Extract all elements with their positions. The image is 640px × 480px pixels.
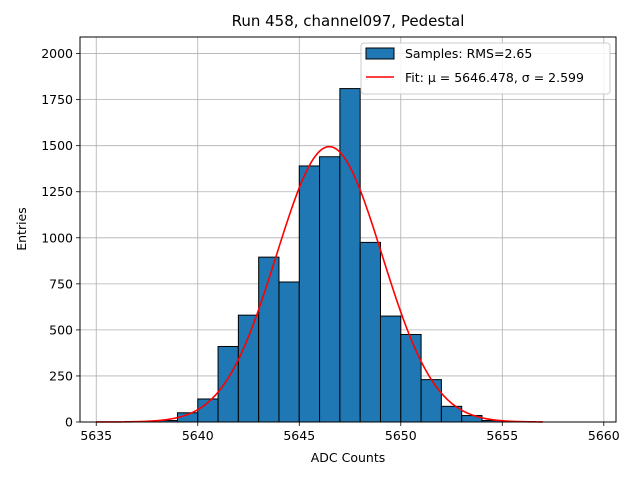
legend: Samples: RMS=2.65 Fit: μ = 5646.478, σ =… — [360, 42, 611, 95]
histogram-bars — [156, 88, 503, 423]
histogram-bar — [258, 256, 280, 423]
x-tick-label: 5645 — [283, 428, 315, 443]
legend-label-fit: Fit: μ = 5646.478, σ = 2.599 — [405, 70, 584, 85]
y-tick-label: 1000 — [41, 230, 73, 245]
x-tick-label: 5650 — [385, 428, 417, 443]
histogram-bar — [298, 165, 321, 423]
x-tick-label: 5655 — [486, 428, 518, 443]
plot-frame — [79, 36, 617, 423]
x-tick-label: 5635 — [80, 428, 112, 443]
legend-label-samples: Samples: RMS=2.65 — [405, 46, 532, 61]
histogram-bar — [278, 281, 300, 423]
y-ticks: 0 250 500 750 1000 1250 1500 1750 2000 — [41, 46, 80, 430]
histogram-bar — [339, 88, 361, 423]
x-tick-label: 5640 — [182, 428, 214, 443]
y-tick-label: 1750 — [41, 92, 73, 107]
histogram-bar — [420, 379, 442, 423]
fit-curve — [96, 145, 543, 423]
histogram-bar — [359, 241, 381, 423]
y-tick-label: 750 — [49, 276, 73, 291]
x-axis-label: ADC Counts — [311, 450, 386, 465]
y-tick-label: 0 — [65, 415, 73, 430]
histogram-bar — [217, 345, 239, 423]
x-tick-label: 5660 — [588, 428, 620, 443]
y-tick-label: 500 — [49, 322, 73, 337]
histogram-bar — [379, 315, 402, 423]
legend-swatch-samples — [365, 47, 395, 60]
y-tick-label: 250 — [49, 368, 73, 383]
x-ticks: 5635 5640 5645 5650 5655 5660 — [80, 422, 620, 443]
y-tick-label: 2000 — [41, 46, 73, 61]
y-axis-label: Entries — [14, 207, 29, 251]
histogram-bar — [237, 314, 260, 423]
y-tick-label: 1250 — [41, 184, 73, 199]
chart-title: Run 458, channel097, Pedestal — [232, 12, 465, 30]
histogram-bar — [319, 156, 341, 423]
histogram-bar — [400, 334, 422, 423]
legend-box — [360, 42, 611, 95]
y-tick-label: 1500 — [41, 138, 73, 153]
